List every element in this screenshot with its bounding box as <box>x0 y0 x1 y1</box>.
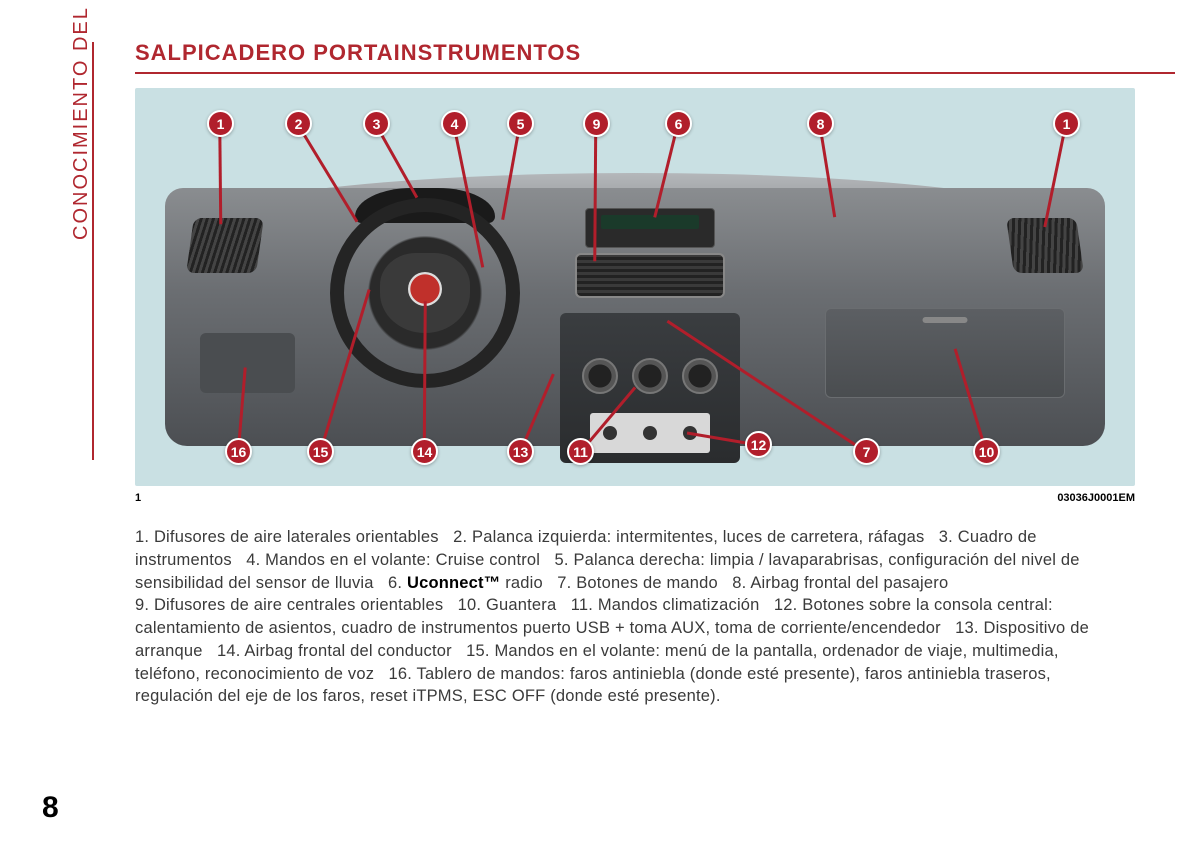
left-control-panel <box>200 333 295 393</box>
callout-marker: 10 <box>973 438 1000 465</box>
socket-icon <box>643 426 657 440</box>
climate-knob <box>632 358 668 394</box>
callout-marker: 15 <box>307 438 334 465</box>
callout-marker: 13 <box>507 438 534 465</box>
glovebox <box>825 308 1065 398</box>
callout-marker: 1 <box>207 110 234 137</box>
figure-code: 03036J0001EM <box>1057 492 1135 504</box>
page-number: 8 <box>42 791 59 825</box>
callout-marker: 4 <box>441 110 468 137</box>
climate-controls <box>582 358 718 394</box>
figure-caption: 1 03036J0001EM <box>135 492 1135 504</box>
page-title: SALPICADERO PORTAINSTRUMENTOS <box>135 40 1140 66</box>
dashboard-illustration <box>135 88 1135 486</box>
air-vent-left <box>186 218 264 273</box>
climate-knob <box>682 358 718 394</box>
callout-marker: 3 <box>363 110 390 137</box>
title-underline <box>135 72 1175 74</box>
figure-index: 1 <box>135 492 141 504</box>
callout-marker: 16 <box>225 438 252 465</box>
callout-marker: 9 <box>583 110 610 137</box>
callout-marker: 12 <box>745 431 772 458</box>
callout-marker: 8 <box>807 110 834 137</box>
radio-unit <box>585 208 715 248</box>
socket-icon <box>603 426 617 440</box>
legend-text: 1. Difusores de aire laterales orientabl… <box>135 526 1122 708</box>
section-side-label: CONOCIMIENTO DEL VEHÍCULO <box>70 0 93 240</box>
callout-marker: 5 <box>507 110 534 137</box>
callout-marker: 14 <box>411 438 438 465</box>
callout-marker: 2 <box>285 110 312 137</box>
callout-marker: 1 <box>1053 110 1080 137</box>
air-vent-center <box>575 253 725 298</box>
dashboard-figure: 123459681161514131112710 <box>135 88 1135 486</box>
callout-marker: 7 <box>853 438 880 465</box>
callout-marker: 11 <box>567 438 594 465</box>
callout-marker: 6 <box>665 110 692 137</box>
climate-knob <box>582 358 618 394</box>
